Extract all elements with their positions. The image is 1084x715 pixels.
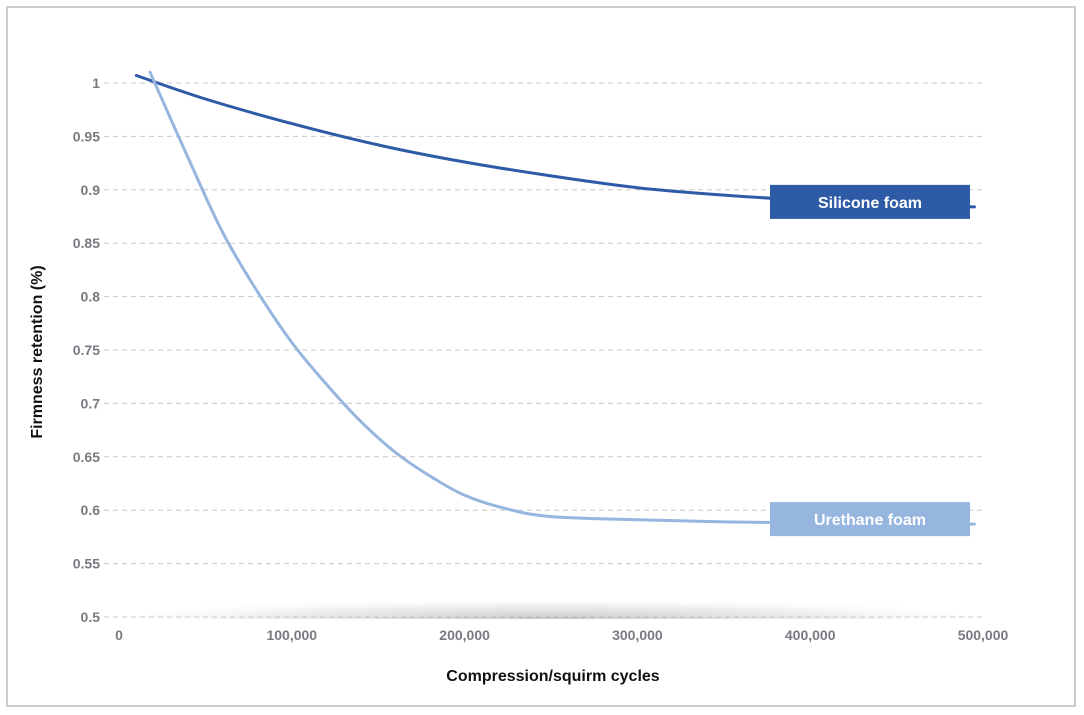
y-tick-label: 1 (92, 75, 100, 91)
y-tick-label: 0.5 (81, 609, 101, 625)
y-tick-label: 0.7 (81, 395, 101, 411)
legend-label-silicone-foam: Silicone foam (818, 195, 922, 212)
y-tick-label: 0.6 (81, 502, 101, 518)
y-tick-label: 0.95 (73, 128, 100, 144)
legend-labels: Silicone foam Urethane foam (770, 184, 970, 537)
legend-box-silicone-foam (770, 184, 970, 219)
grid-lines (104, 82, 985, 618)
series-line-urethane-foam (148, 70, 976, 526)
y-tick-label: 0.65 (73, 449, 100, 465)
x-tick-label: 300,000 (612, 627, 663, 643)
legend-label-urethane-foam: Urethane foam (814, 512, 926, 529)
x-tick-label: 0 (115, 627, 123, 643)
y-tick-label: 0.9 (81, 182, 101, 198)
legend-box-urethane-foam (770, 502, 970, 537)
y-tick-label: 0.85 (73, 235, 100, 251)
floor-shadow (119, 580, 983, 619)
x-tick-label: 500,000 (958, 627, 1009, 643)
x-axis-title: Compression/squirm cycles (446, 668, 660, 685)
x-tick-label: 200,000 (439, 627, 490, 643)
x-tick-label: 400,000 (785, 627, 836, 643)
y-axis-ticks: 0.5 0.55 0.6 0.65 0.7 0.75 0.8 0.85 0.9 0.95 1 (73, 75, 100, 625)
y-tick-label: 0.55 (73, 556, 100, 572)
x-tick-label: 100,000 (266, 627, 317, 643)
y-tick-label: 0.75 (73, 342, 100, 358)
y-axis-title: Firmness retention (%) (29, 265, 46, 438)
y-tick-label: 0.8 (81, 289, 101, 305)
x-axis-ticks: 0 100,000 200,000 300,000 400,000 500,000 (115, 627, 1008, 643)
